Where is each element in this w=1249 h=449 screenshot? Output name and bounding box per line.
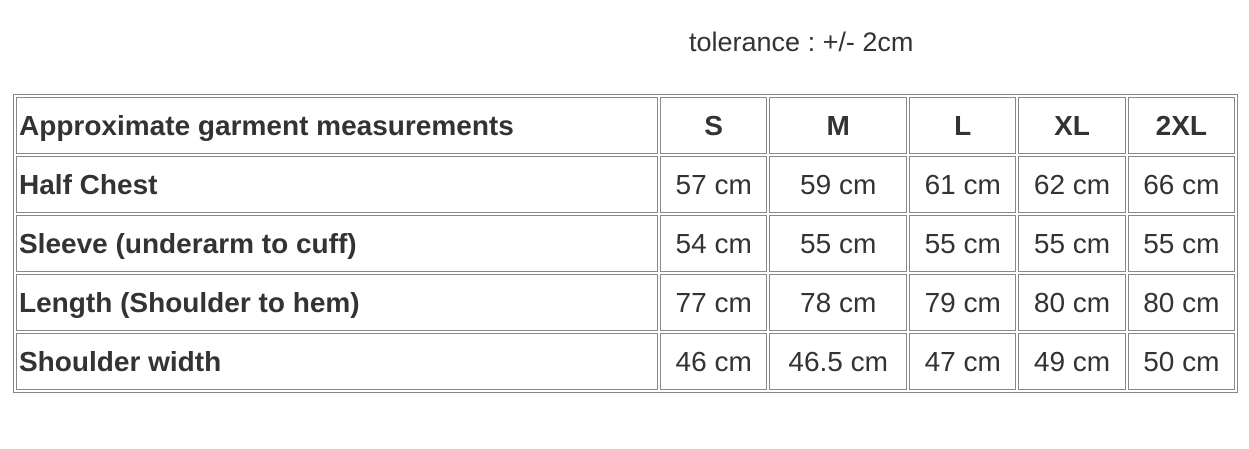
- measurement-label-cell: Length (Shoulder to hem): [16, 274, 658, 331]
- measurement-value-cell: 59 cm: [769, 156, 908, 213]
- measurement-value-cell: 78 cm: [769, 274, 908, 331]
- table-row: Length (Shoulder to hem) 77 cm 78 cm 79 cm 8…: [16, 274, 1235, 331]
- measurement-value-cell: 79 cm: [909, 274, 1017, 331]
- measurement-value-cell: 61 cm: [909, 156, 1017, 213]
- measurement-value-cell: 55 cm: [1018, 215, 1126, 272]
- table-row: Sleeve (underarm to cuff) 54 cm 55 cm 55 cm…: [16, 215, 1235, 272]
- measurement-value-cell: 54 cm: [660, 215, 768, 272]
- measurement-value-cell: 62 cm: [1018, 156, 1126, 213]
- measurement-value-cell: 46 cm: [660, 333, 768, 390]
- measurement-label-cell: Half Chest: [16, 156, 658, 213]
- measurement-value-cell: 80 cm: [1127, 274, 1235, 331]
- size-header-cell: 2XL: [1127, 97, 1235, 154]
- table-row: Shoulder width 46 cm 46.5 cm 47 cm 49 cm 50 c…: [16, 333, 1235, 390]
- measurement-value-cell: 77 cm: [660, 274, 768, 331]
- measurement-value-cell: 50 cm: [1127, 333, 1235, 390]
- measurement-label-cell: Shoulder width: [16, 333, 658, 390]
- measurement-value-cell: 55 cm: [769, 215, 908, 272]
- size-header-cell: XL: [1018, 97, 1126, 154]
- measurement-value-cell: 46.5 cm: [769, 333, 908, 390]
- size-header-cell: M: [769, 97, 908, 154]
- size-chart-table: Approximate garment measurements S M L XL 2XL…: [13, 94, 1238, 393]
- size-header-cell: L: [909, 97, 1017, 154]
- measurement-label-cell: Sleeve (underarm to cuff): [16, 215, 658, 272]
- header-label-cell: Approximate garment measurements: [16, 97, 658, 154]
- measurement-value-cell: 47 cm: [909, 333, 1017, 390]
- tolerance-note: tolerance : +/- 2cm: [689, 27, 914, 57]
- table-row: Half Chest 57 cm 59 cm 61 cm 62 cm 66 cm: [16, 156, 1235, 213]
- measurement-value-cell: 55 cm: [909, 215, 1017, 272]
- measurement-value-cell: 66 cm: [1127, 156, 1235, 213]
- table-header-row: Approximate garment measurements S M L XL 2XL: [16, 97, 1235, 154]
- measurement-value-cell: 57 cm: [660, 156, 768, 213]
- size-header-cell: S: [660, 97, 768, 154]
- measurement-value-cell: 55 cm: [1127, 215, 1235, 272]
- measurement-value-cell: 80 cm: [1018, 274, 1126, 331]
- measurement-value-cell: 49 cm: [1018, 333, 1126, 390]
